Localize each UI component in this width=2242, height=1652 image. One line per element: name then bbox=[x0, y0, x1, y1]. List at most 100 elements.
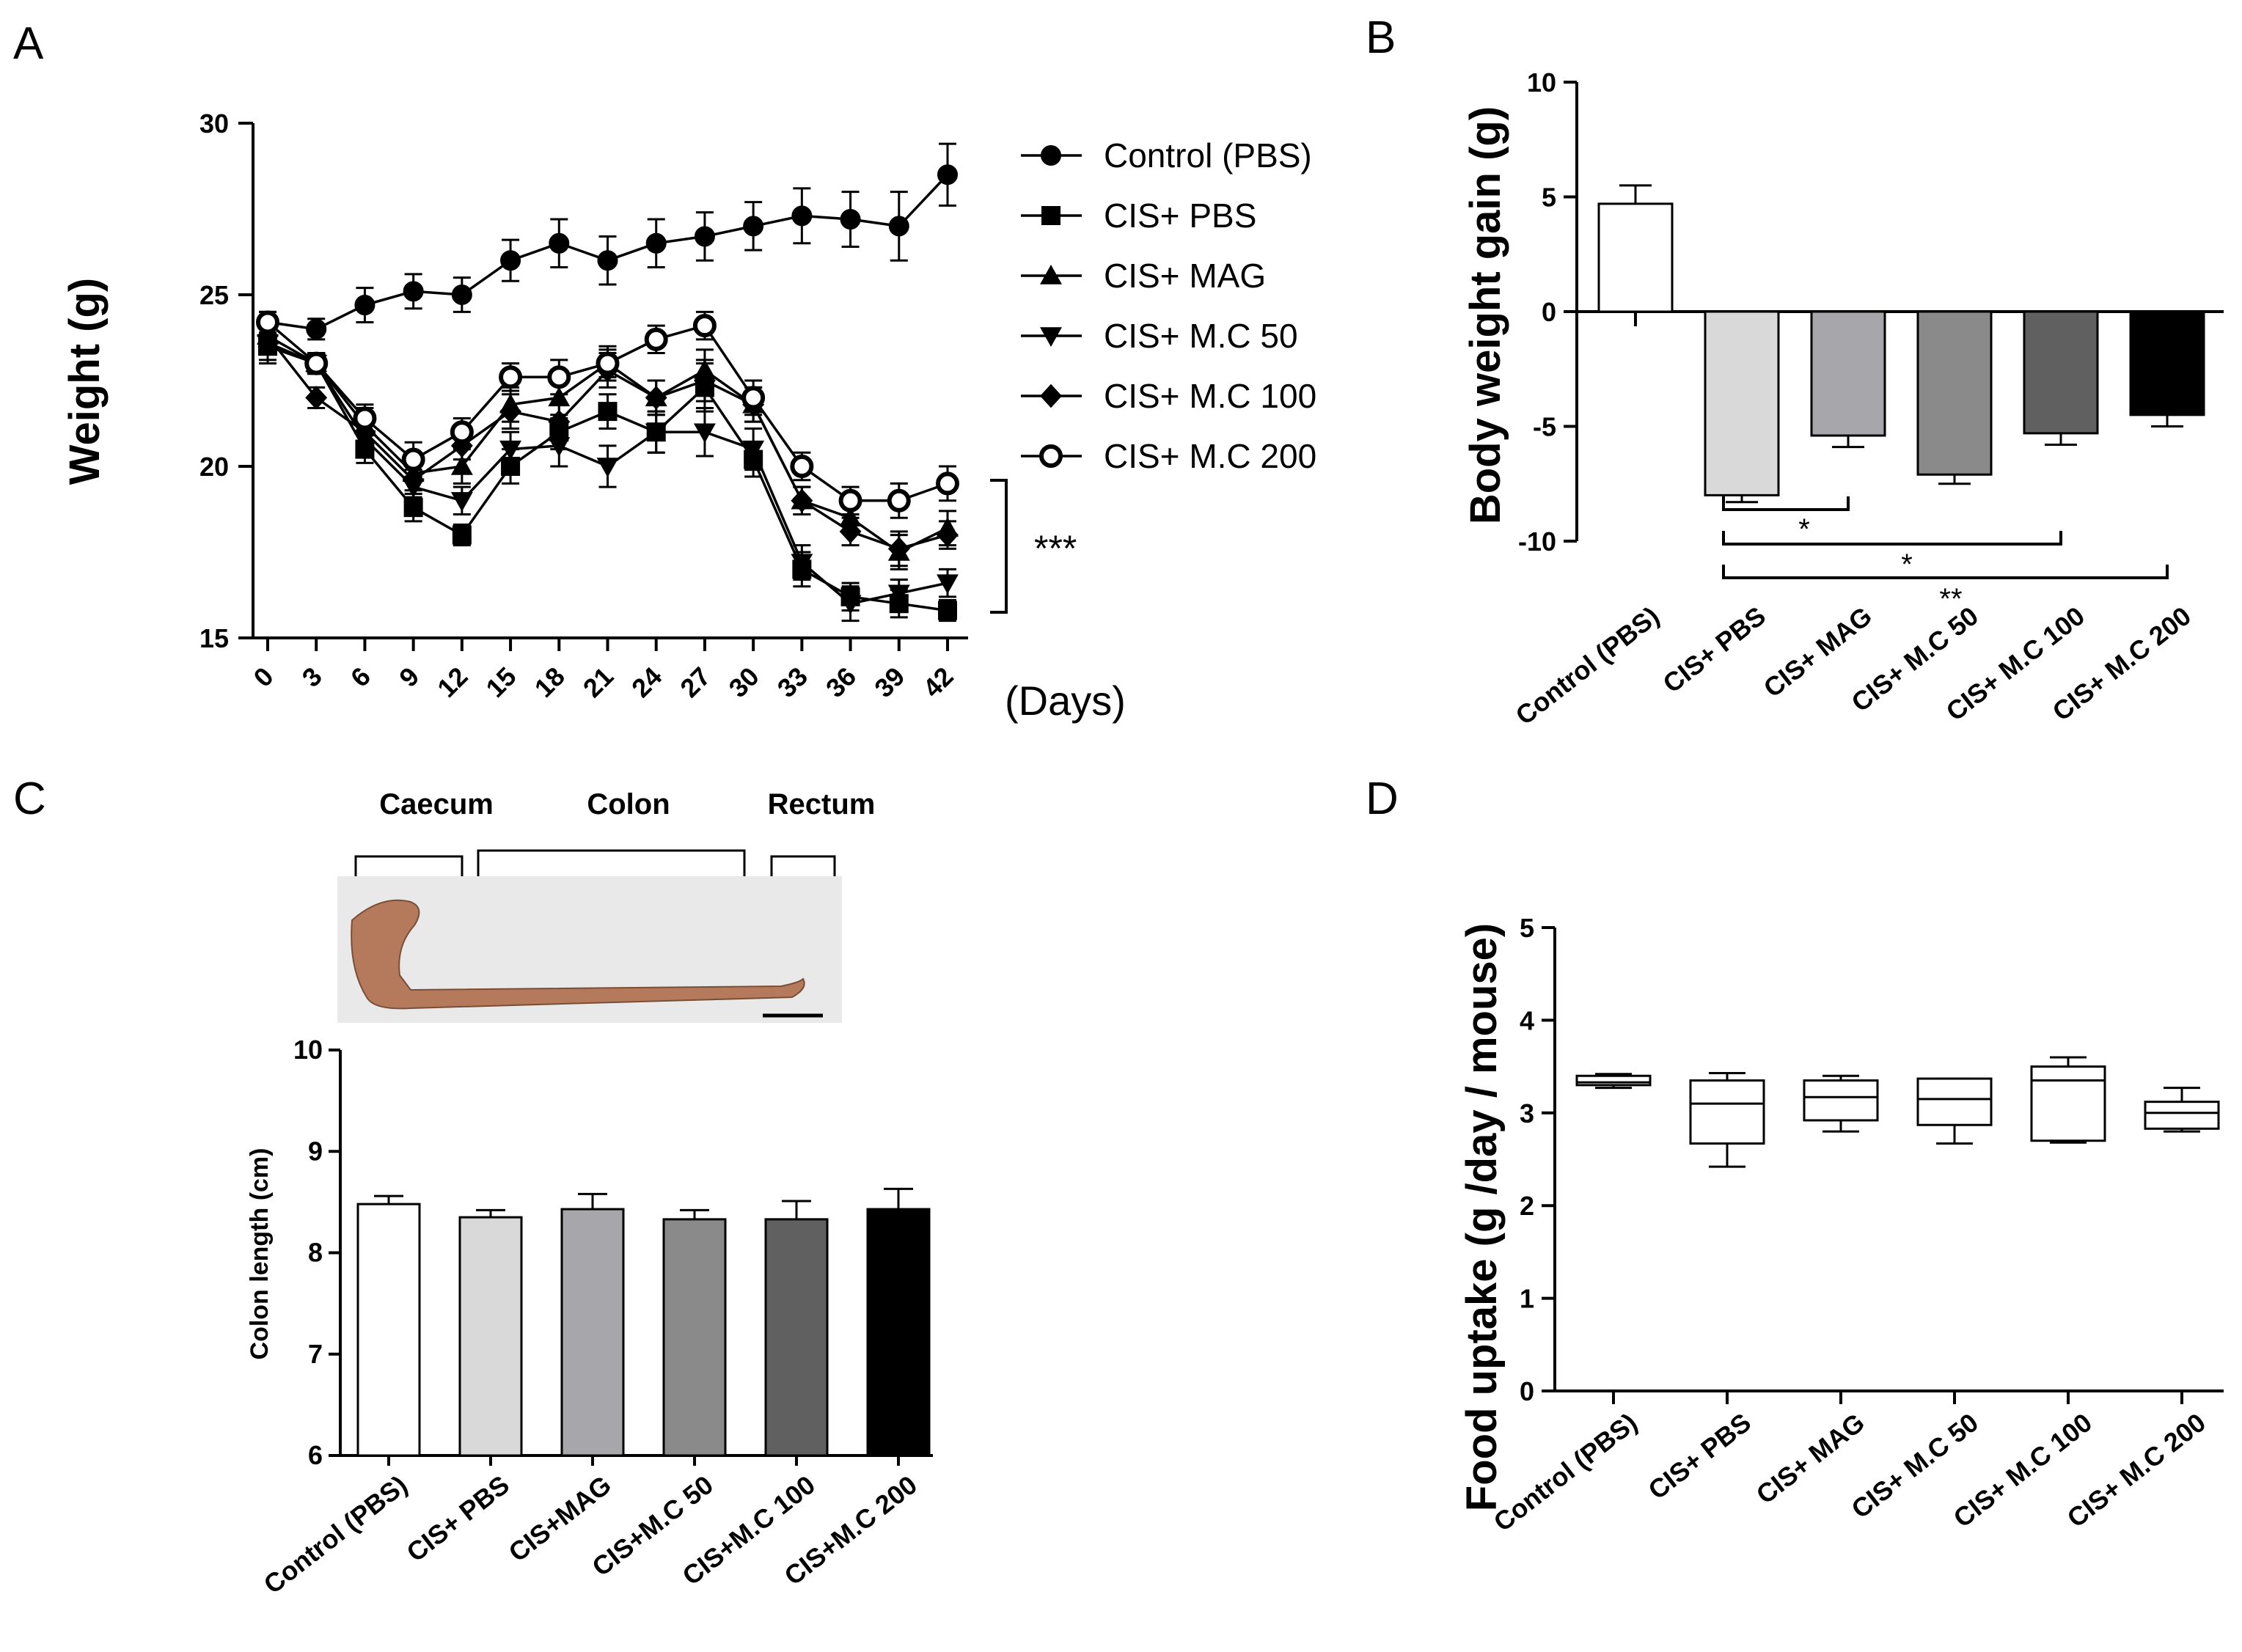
d-box bbox=[2144, 1101, 2220, 1130]
a-x-tick-label: 21 bbox=[577, 661, 619, 703]
c-bar bbox=[560, 1208, 625, 1457]
a-data-point bbox=[887, 584, 910, 605]
c-y-tick-label: 9 bbox=[308, 1136, 323, 1166]
a-data-point bbox=[937, 164, 958, 186]
c-bar bbox=[458, 1216, 523, 1457]
c-bar bbox=[356, 1203, 421, 1457]
c-caecum-bracket bbox=[354, 855, 464, 876]
d-box-0 bbox=[1575, 1073, 1652, 1090]
b-x-tick-label: Control (PBS) bbox=[1510, 601, 1665, 731]
a-data-point bbox=[597, 250, 618, 271]
c-bars bbox=[356, 1187, 931, 1457]
a-x-tick-label: 3 bbox=[296, 661, 328, 693]
b-error-bar bbox=[2151, 414, 2183, 427]
d-box bbox=[1689, 1079, 1765, 1145]
a-x-axis-title: (Days) bbox=[1005, 678, 1126, 724]
a-data-point bbox=[645, 232, 667, 254]
d-boxes bbox=[1575, 1056, 2220, 1168]
b-y-tick-label: 10 bbox=[1527, 67, 1556, 98]
a-data-point bbox=[403, 281, 424, 302]
d-box-1 bbox=[1689, 1071, 1765, 1168]
a-x-tick-label: 9 bbox=[393, 661, 425, 693]
a-data-point bbox=[547, 365, 571, 389]
d-box-5 bbox=[2144, 1087, 2220, 1133]
b-bar bbox=[2023, 310, 2099, 435]
a-data-point bbox=[742, 440, 765, 460]
a-x-tick-label: 42 bbox=[917, 661, 959, 703]
a-data-point bbox=[743, 216, 764, 237]
d-whisker bbox=[2164, 1087, 2200, 1133]
a-data-point bbox=[693, 423, 716, 444]
a-x-tick-label: 15 bbox=[480, 661, 521, 703]
a-series-0 bbox=[257, 142, 958, 341]
b-bar bbox=[2129, 310, 2205, 416]
a-legend-label: CIS+ MAG bbox=[1104, 257, 1266, 295]
a-legend-marker bbox=[1041, 206, 1060, 225]
a-data-point bbox=[839, 519, 862, 544]
c-bar bbox=[866, 1208, 931, 1457]
b-significance-bracket bbox=[1722, 531, 2062, 546]
a-series-5 bbox=[256, 310, 959, 519]
a-data-point bbox=[305, 386, 328, 410]
a-data-point bbox=[644, 327, 668, 351]
a-data-point bbox=[452, 525, 472, 545]
a-x-tick-label: 12 bbox=[431, 661, 473, 703]
a-data-point bbox=[402, 468, 425, 492]
panel-b-bar-chart: Body weight gain (g) -10 -5 0 5 10 Control (P… bbox=[1462, 67, 2224, 731]
b-bar bbox=[1810, 310, 1886, 437]
a-y-tick-label: 15 bbox=[199, 623, 229, 653]
b-significance-bracket bbox=[1722, 496, 1850, 511]
c-y-tick-label: 8 bbox=[308, 1238, 323, 1268]
a-data-point bbox=[451, 284, 472, 305]
b-error-bar bbox=[1832, 436, 1864, 449]
a-data-point bbox=[598, 402, 618, 422]
c-colon-bracket bbox=[477, 849, 746, 876]
a-x-tick-label: 30 bbox=[722, 661, 764, 703]
b-bar bbox=[1916, 310, 1993, 476]
a-x-tick-label: 6 bbox=[345, 661, 376, 693]
d-whisker bbox=[1822, 1074, 1859, 1133]
b-y-tick-label: -5 bbox=[1533, 412, 1556, 442]
panel-letter-a: A bbox=[13, 18, 44, 69]
c-rectum-label: Rectum bbox=[768, 788, 876, 821]
d-y-tick-label: 0 bbox=[1520, 1376, 1534, 1406]
a-data-point bbox=[839, 595, 862, 615]
b-error-bar bbox=[1938, 474, 1971, 485]
a-series-group bbox=[256, 142, 959, 623]
a-legend-marker bbox=[1041, 145, 1061, 166]
d-x-tick-label: CIS+ MAG bbox=[1751, 1407, 1870, 1510]
d-whisker bbox=[1709, 1071, 1745, 1168]
panel-letter-b: B bbox=[1366, 12, 1396, 63]
a-legend-label: CIS+ M.C 200 bbox=[1104, 437, 1316, 475]
a-data-point bbox=[838, 488, 862, 513]
c-y-tick-label: 7 bbox=[308, 1339, 323, 1369]
c-error-bar bbox=[476, 1208, 505, 1218]
a-data-point bbox=[354, 295, 376, 316]
b-error-bar bbox=[1726, 495, 1758, 504]
b-sig-label: * bbox=[1901, 548, 1913, 581]
a-data-point bbox=[596, 351, 620, 375]
a-data-point bbox=[306, 318, 327, 339]
a-y-tick-label: 25 bbox=[199, 280, 229, 310]
a-data-point bbox=[450, 420, 474, 444]
a-data-point bbox=[694, 226, 715, 247]
a-x-tick-label: 39 bbox=[868, 661, 910, 703]
b-x-tick-label: CIS+ PBS bbox=[1657, 601, 1771, 699]
d-box bbox=[1916, 1077, 1993, 1126]
c-tissue-shape bbox=[351, 899, 805, 1010]
a-data-point bbox=[790, 455, 814, 478]
c-error-bar bbox=[680, 1208, 709, 1219]
d-box-2 bbox=[1803, 1074, 1879, 1133]
a-data-point bbox=[887, 537, 910, 561]
a-legend: Control (PBS) CIS+ PBS CIS+ MAG CIS+ M.C 50… bbox=[1021, 136, 1316, 475]
a-data-point bbox=[548, 409, 571, 434]
a-data-point bbox=[936, 471, 959, 496]
a-x-tick-label: 36 bbox=[820, 661, 862, 703]
a-legend-marker bbox=[1039, 444, 1063, 468]
a-data-point bbox=[887, 488, 911, 513]
b-error-bar bbox=[2045, 433, 2077, 447]
c-error-bar bbox=[578, 1192, 607, 1210]
b-y-tick-label: 0 bbox=[1542, 297, 1556, 327]
